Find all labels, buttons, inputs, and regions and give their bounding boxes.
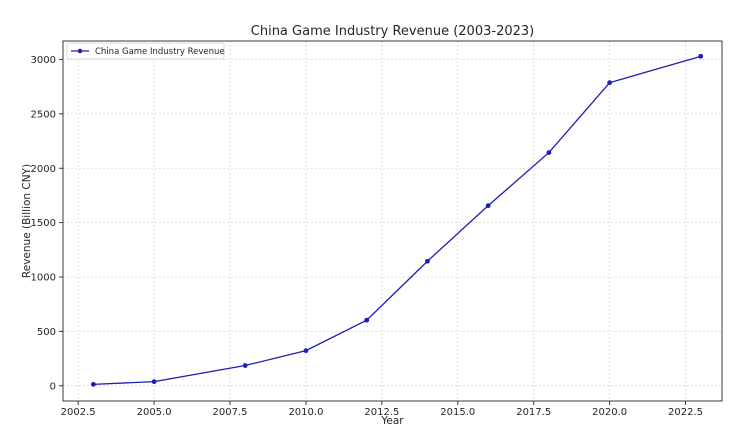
series <box>90 53 704 387</box>
y-tick-label: 1500 <box>31 218 56 229</box>
y-tick-label: 500 <box>37 327 56 338</box>
x-tick-label: 2002.5 <box>61 407 96 418</box>
y-tick-label: 3000 <box>31 55 56 66</box>
y-tick-label: 1000 <box>31 273 56 284</box>
x-tick-label: 2007.5 <box>213 407 248 418</box>
data-point <box>90 381 96 387</box>
x-tick-label: 2012.5 <box>364 407 399 418</box>
data-point <box>364 317 370 323</box>
data-point <box>303 348 309 354</box>
y-tick-label: 0 <box>50 381 56 392</box>
y-tick-label: 2500 <box>31 109 56 120</box>
legend: China Game Industry Revenue <box>66 42 225 60</box>
legend-label: China Game Industry Revenue <box>95 47 225 57</box>
x-tick-label: 2015.0 <box>440 407 475 418</box>
y-tick-label: 2000 <box>31 164 56 175</box>
series-line <box>93 55 701 386</box>
chart-title: China Game Industry Revenue (2003-2023) <box>251 24 534 39</box>
x-tick-label: 2005.0 <box>137 407 172 418</box>
x-tick-label: 2017.5 <box>516 407 551 418</box>
grid <box>63 41 722 401</box>
data-point <box>242 363 248 368</box>
x-tick-label: 2020.0 <box>592 407 627 418</box>
data-point <box>546 150 552 155</box>
data-point <box>485 203 491 209</box>
x-axis-label: Year <box>380 415 404 427</box>
data-point <box>607 80 613 86</box>
plot-area-frame <box>62 40 723 402</box>
legend-box <box>66 42 225 60</box>
legend-marker-swatch <box>77 48 83 54</box>
data-point <box>698 53 704 59</box>
data-point <box>151 379 157 385</box>
x-tick-label: 2022.5 <box>668 407 703 418</box>
y-axis-label: Revenue (Billion CNY) <box>21 164 33 278</box>
data-point <box>425 258 430 264</box>
ticks: 2002.5 2005.0 2007.5 2010.0 2012.5 2015.0 2017… <box>31 55 704 418</box>
axes <box>62 40 723 402</box>
x-tick-label: 2010.0 <box>288 407 323 418</box>
